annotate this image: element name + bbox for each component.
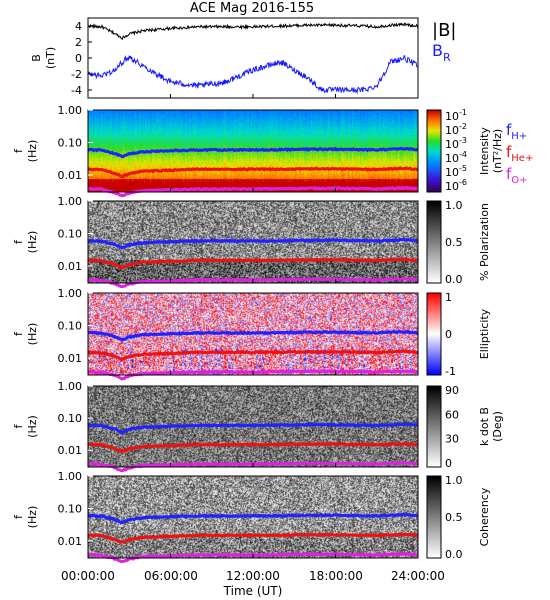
fHeplus-line [87, 441, 419, 455]
colorbar-tick-label: 10-3 [445, 136, 467, 151]
y-tick-label: 0.10 [58, 320, 83, 333]
time-tick-label: 18:00:00 [309, 569, 363, 583]
legend-b-radial: BR [432, 41, 451, 64]
colorbar-frame [426, 385, 442, 468]
legend-fHeplus: fHe+ [506, 143, 533, 164]
y-tick-label: 0.10 [58, 412, 83, 425]
colorbar-tick-label: 10-1 [445, 108, 467, 123]
colorbar-tick-label: 0.0 [445, 273, 463, 286]
colorbar-title: % Polarization [478, 203, 491, 281]
line-layer [87, 22, 420, 564]
y-axis-label: f [12, 514, 25, 519]
colorbar-frame [426, 200, 442, 284]
colorbar-frame [426, 109, 442, 193]
colorbar-title: Ellipticity [478, 308, 491, 359]
y-tick-label: 1.00 [58, 287, 83, 300]
colorbar-tick-label: 10-6 [445, 178, 467, 193]
y-axis-label: f [12, 331, 25, 336]
y-tick-label: 4 [75, 20, 82, 33]
legend-fHplus: fH+ [506, 121, 527, 142]
series-line-b-radial [87, 54, 419, 95]
colorbar-units: (Deg) [491, 411, 504, 442]
colorbar-tick-label: 30 [445, 433, 459, 446]
y-tick-label: -4 [71, 84, 82, 97]
colorbar-tick-label: 0.5 [445, 511, 463, 524]
fHeplus-line [87, 257, 420, 270]
y-axis-label: f [12, 423, 25, 428]
colorbar-tick-label: 0.5 [445, 236, 463, 249]
fHeplus-line [87, 532, 419, 544]
fHplus-line [87, 512, 419, 525]
colorbar-tick-label: 60 [445, 408, 459, 421]
time-axis-label: Time (UT) [223, 584, 283, 598]
colorbar-frame [426, 292, 442, 376]
colorbar-tick-label: 10-4 [445, 150, 467, 165]
y-axis-label: (Hz) [26, 140, 39, 163]
colorbar-tick-label: -1 [445, 365, 456, 378]
y-tick-label: 1.00 [58, 380, 83, 393]
y-tick-label: 2 [75, 36, 82, 49]
legend-fOplus: fO+ [506, 165, 528, 186]
y-axis-label: f [12, 148, 25, 153]
y-tick-label: 0.10 [58, 503, 83, 516]
colorbar-tick-label: 1 [445, 291, 452, 304]
y-axis-label: (Hz) [26, 415, 39, 438]
time-axis: 00:00:00 06:00:00 12:00:00 18:00:00 24:0… [61, 569, 445, 598]
colorbar-image [427, 476, 441, 558]
colorbar-image [427, 110, 441, 192]
y-tick-label: 1.00 [58, 195, 83, 208]
y-axis-label: B [30, 54, 43, 62]
colorbar-units: (nT²/Hz) [491, 129, 504, 173]
colorbar-tick-label: 0 [445, 457, 452, 470]
y-axis-label: (nT) [44, 47, 57, 69]
y-axis-label: f [12, 239, 25, 244]
y-tick-label: 0.01 [58, 260, 83, 273]
y-tick-label: 0 [75, 52, 82, 65]
fHeplus-line [87, 166, 419, 179]
colorbar-image [427, 201, 441, 283]
legend-b-magnitude: |B| [432, 20, 456, 41]
fHplus-line [87, 237, 418, 250]
y-axis-label: (Hz) [26, 506, 39, 529]
y-tick-label: 1.00 [58, 470, 83, 483]
figure-title: ACE Mag 2016-155 [190, 1, 314, 16]
colorbar-tick-label: 0.0 [445, 548, 463, 561]
panel-frame [87, 17, 419, 99]
time-tick-label: 06:00:00 [144, 569, 198, 583]
colorbar-title: Coherency [478, 487, 491, 546]
colorbar-tick-label: 10-2 [445, 122, 467, 137]
y-tick-label: 1.00 [58, 104, 83, 117]
colorbar-title: k dot B [478, 407, 491, 446]
fHplus-line [87, 329, 419, 342]
fHplus-line [87, 422, 419, 435]
y-tick-label: -2 [71, 68, 82, 81]
axes-layer: 420-2-4B (nT)1.000.100.01f (Hz)1.000.100.0… [12, 17, 504, 561]
fHeplus-line [87, 349, 419, 362]
colorbar-image [427, 386, 441, 467]
ion-gyrofrequency-legend: fH+ fHe+ fO+ [506, 121, 533, 186]
fHplus-line [87, 146, 419, 159]
colorbar-title: Intensity [478, 127, 491, 175]
colorbar-tick-label: 1.0 [445, 474, 463, 487]
field-legend: |B| BR [432, 20, 456, 64]
y-tick-label: 0.10 [58, 137, 83, 150]
colorbar-tick-label: 90 [445, 384, 459, 397]
y-axis-label: (Hz) [26, 323, 39, 346]
time-tick-label: 00:00:00 [61, 569, 115, 583]
colorbar-image [427, 293, 441, 375]
y-axis-label: (Hz) [26, 231, 39, 254]
series-line-b-magnitude [87, 22, 419, 41]
time-tick-label: 24:00:00 [391, 569, 445, 583]
colorbar-tick-label: 1.0 [445, 199, 463, 212]
time-tick-label: 12:00:00 [226, 569, 280, 583]
colorbar-frame [426, 475, 442, 559]
y-tick-label: 0.01 [58, 535, 83, 548]
colorbar-tick-label: 10-5 [445, 164, 467, 179]
y-tick-label: 0.01 [58, 444, 83, 457]
colorbar-tick-label: 0 [445, 328, 452, 341]
y-tick-label: 0.01 [58, 169, 83, 182]
y-tick-label: 0.01 [58, 352, 83, 365]
y-tick-label: 0.10 [58, 228, 83, 241]
